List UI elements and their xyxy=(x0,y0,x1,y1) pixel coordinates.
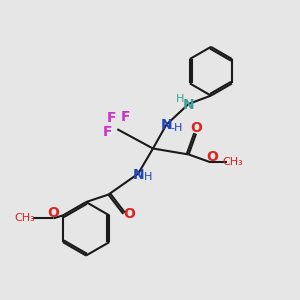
Text: O: O xyxy=(123,207,135,221)
Text: O: O xyxy=(190,121,202,135)
Text: O: O xyxy=(47,206,59,220)
Text: H: H xyxy=(143,172,152,182)
Text: CH₃: CH₃ xyxy=(15,213,35,224)
Text: N: N xyxy=(161,118,173,132)
Text: -H: -H xyxy=(171,123,183,133)
Text: N: N xyxy=(183,98,194,112)
Text: CH₃: CH₃ xyxy=(223,157,244,167)
Text: H: H xyxy=(176,94,184,103)
Text: N: N xyxy=(133,168,145,182)
Text: F: F xyxy=(121,110,130,124)
Text: O: O xyxy=(206,149,218,164)
Text: F: F xyxy=(103,124,112,139)
Text: F: F xyxy=(107,111,117,125)
